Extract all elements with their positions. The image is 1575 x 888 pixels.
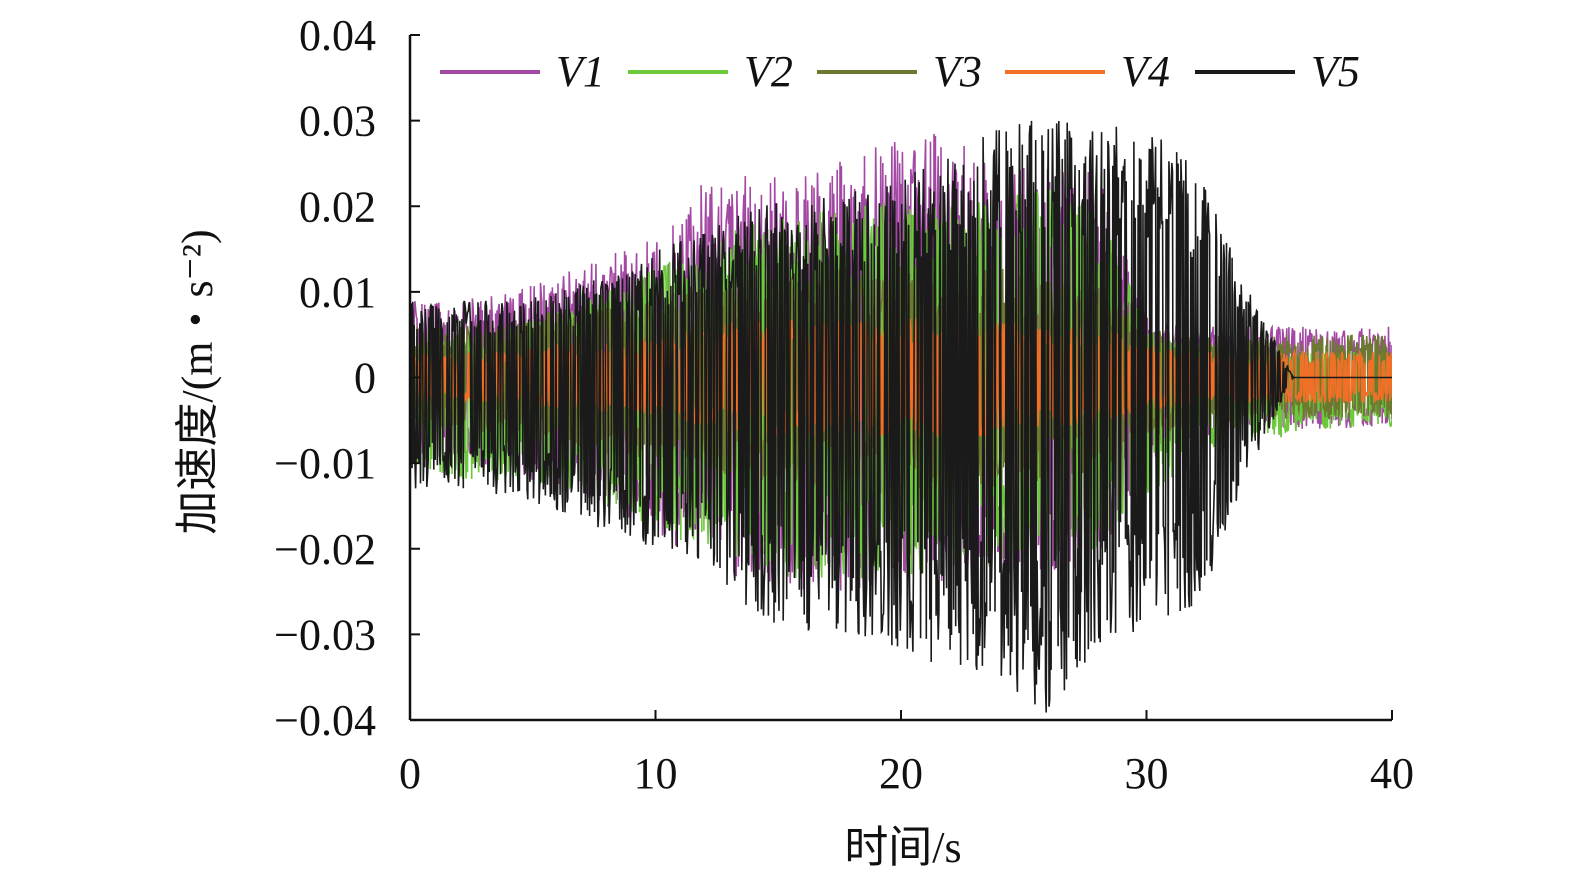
y-tick-label: −0.01 <box>274 439 376 488</box>
legend-label-v5: V5 <box>1311 47 1360 96</box>
y-tick-label: 0.02 <box>299 182 376 231</box>
y-tick-label: 0.03 <box>299 97 376 146</box>
legend-label-v1: V1 <box>556 47 605 96</box>
legend-label-v3: V3 <box>933 47 982 96</box>
y-tick-label: −0.04 <box>274 696 376 745</box>
y-tick-label: 0.04 <box>299 11 376 60</box>
x-axis-title: 时间/s <box>844 823 961 872</box>
x-tick-label: 10 <box>634 749 678 798</box>
y-tick-label: 0.01 <box>299 268 376 317</box>
y-ticks: 0.04 0.03 0.02 0.01 0 −0.01 −0.02 −0.03 −0.04 <box>274 11 420 745</box>
x-tick-label: 20 <box>879 749 923 798</box>
series-line-v5 <box>410 120 1392 713</box>
x-tick-label: 30 <box>1125 749 1169 798</box>
x-tick-label: 0 <box>399 749 421 798</box>
y-axis-title: 加速度/(m・s⁻²) <box>173 229 222 534</box>
legend-label-v4: V4 <box>1121 47 1170 96</box>
y-tick-label: −0.02 <box>274 525 376 574</box>
legend-label-v2: V2 <box>744 47 793 96</box>
series-layer <box>410 120 1392 713</box>
x-ticks: 0 10 20 30 40 <box>399 710 1414 798</box>
legend: V1 V2 V3 V4 V5 <box>436 47 1360 96</box>
y-tick-label: −0.03 <box>274 610 376 659</box>
y-tick-label: 0 <box>354 354 376 403</box>
x-tick-label: 40 <box>1370 749 1414 798</box>
